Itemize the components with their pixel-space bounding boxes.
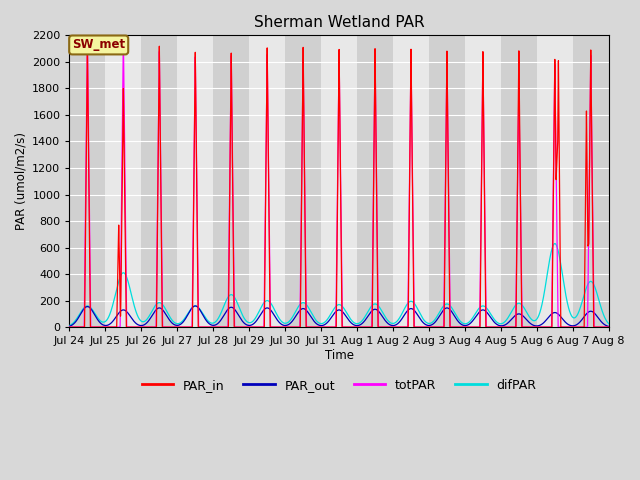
Bar bbox=[213, 36, 249, 327]
Bar bbox=[106, 36, 141, 327]
Legend: PAR_in, PAR_out, totPAR, difPAR: PAR_in, PAR_out, totPAR, difPAR bbox=[137, 374, 541, 397]
Bar bbox=[321, 36, 357, 327]
Bar bbox=[141, 36, 177, 327]
Bar bbox=[465, 36, 501, 327]
Bar bbox=[357, 36, 393, 327]
Bar bbox=[429, 36, 465, 327]
Bar bbox=[573, 36, 609, 327]
Bar bbox=[537, 36, 573, 327]
Bar bbox=[501, 36, 537, 327]
Bar bbox=[177, 36, 213, 327]
Bar bbox=[249, 36, 285, 327]
Bar bbox=[393, 36, 429, 327]
Title: Sherman Wetland PAR: Sherman Wetland PAR bbox=[254, 15, 424, 30]
Y-axis label: PAR (umol/m2/s): PAR (umol/m2/s) bbox=[15, 132, 28, 230]
Text: SW_met: SW_met bbox=[72, 38, 125, 51]
Bar bbox=[70, 36, 106, 327]
X-axis label: Time: Time bbox=[324, 349, 353, 362]
Bar bbox=[285, 36, 321, 327]
